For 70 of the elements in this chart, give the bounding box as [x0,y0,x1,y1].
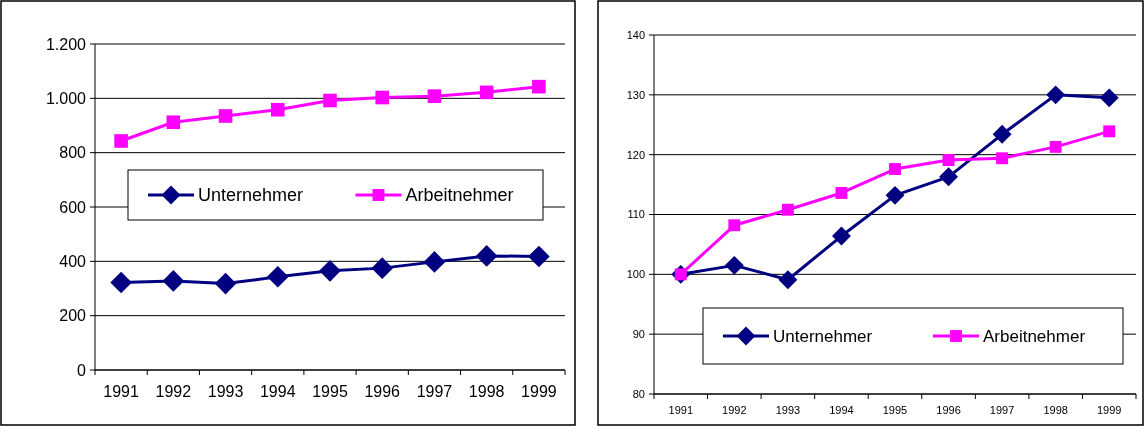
x-tick-label: 1998 [468,383,505,400]
point [214,272,237,295]
point [728,219,741,232]
point [996,152,1009,165]
point [528,245,550,268]
x-tick-label: 1995 [882,404,908,416]
point [371,257,394,279]
x-tick-label: 1993 [775,404,801,416]
x-tick-label: 1993 [207,383,244,400]
x-tick-label: 1997 [989,404,1015,416]
point [423,251,446,273]
x-tick-label: 1999 [521,383,557,400]
x-tick-label: 1996 [936,404,961,416]
y-tick-label: 400 [59,252,87,270]
legend-label: Arbeitnehmer [405,185,514,206]
point [266,266,289,288]
point [889,163,901,175]
point [831,226,851,246]
y-tick-label: 120 [626,148,645,161]
point [532,79,546,94]
y-tick-label: 0 [77,361,87,379]
point [1103,125,1116,138]
point [218,109,233,123]
x-tick-label: 1995 [312,383,348,400]
x-tick-label: 1996 [364,383,401,400]
point [1099,88,1119,108]
x-tick-label: 1998 [1043,404,1068,416]
point [835,187,848,199]
x-tick-label: 1994 [829,404,854,416]
point [323,93,337,108]
point [778,270,798,290]
y-tick-label: 1.200 [45,35,87,53]
point [885,185,905,205]
point [427,89,442,103]
y-tick-label: 110 [627,208,645,221]
point [270,102,285,117]
x-tick-label: 1991 [668,404,694,416]
point [781,203,794,216]
point [1046,85,1066,105]
point [375,90,390,105]
x-tick-label: 1992 [155,383,192,400]
point [475,245,498,267]
y-tick-label: 800 [59,144,87,162]
point [939,167,959,187]
legend-label: Unternehmer [773,326,873,346]
point [992,124,1012,144]
legend-label: Unternehmer [198,185,304,206]
point [479,85,494,100]
y-tick-label: 600 [59,198,87,216]
x-tick-label: 1999 [1096,404,1122,416]
x-tick-label: 1994 [259,383,296,400]
point [162,270,185,292]
point [319,260,341,282]
point [1049,140,1062,153]
y-tick-label: 100 [626,268,645,281]
x-tick-label: 1991 [103,383,140,400]
y-tick-label: 90 [632,328,645,341]
y-tick-label: 130 [626,88,645,101]
y-tick-label: 1.000 [45,89,87,107]
x-tick-label: 1992 [722,404,747,416]
x-tick-label: 1997 [416,383,453,400]
point [942,154,955,166]
point [724,255,744,275]
y-tick-label: 200 [59,307,87,325]
y-tick-label: 80 [632,387,645,400]
point [166,115,181,130]
point [110,271,132,294]
legend-label: Arbeitnehmer [983,326,1086,346]
y-tick-label: 140 [626,28,645,41]
point [114,134,128,148]
